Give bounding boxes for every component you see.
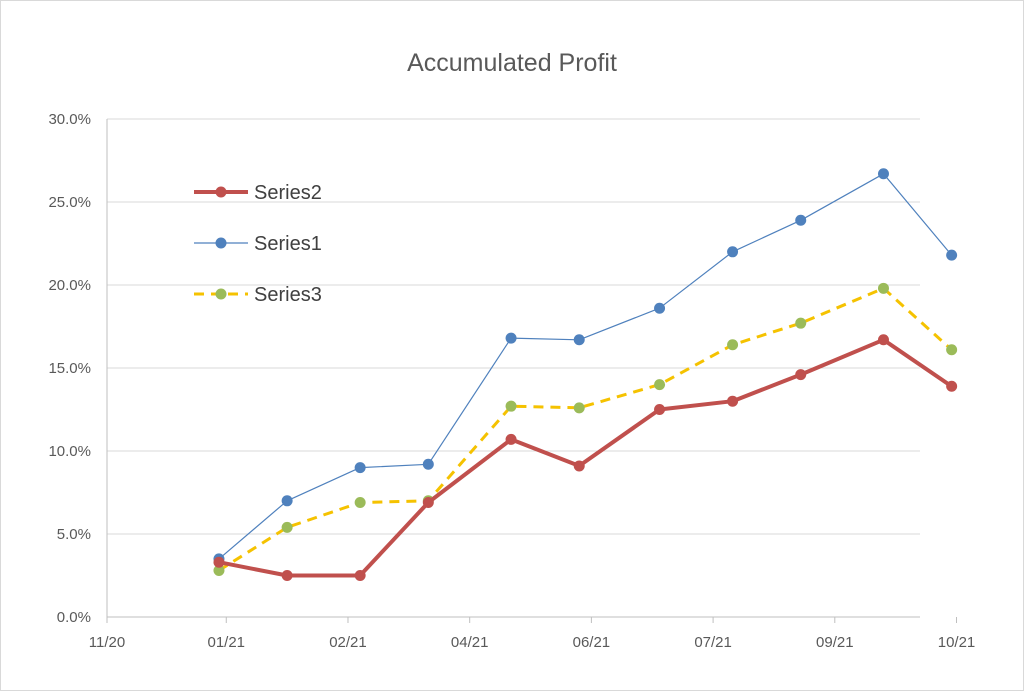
chart-title: Accumulated Profit	[407, 49, 617, 77]
data-point	[281, 495, 293, 507]
legend-item-series1: Series1	[194, 233, 322, 255]
legend-label: Series1	[254, 233, 322, 255]
data-point	[573, 460, 585, 472]
data-point	[281, 570, 293, 581]
y-tick-label: 30.0%	[48, 111, 91, 128]
series-series1	[213, 168, 958, 565]
legend-item-series3: Series3	[194, 284, 322, 306]
data-point	[354, 570, 366, 581]
data-point	[946, 380, 958, 392]
data-point	[422, 496, 434, 508]
data-point	[946, 344, 958, 356]
x-tick-label: 01/21	[207, 634, 245, 651]
data-point	[654, 302, 666, 314]
x-tick-label: 06/21	[573, 634, 611, 651]
data-point	[795, 214, 807, 226]
data-point	[877, 334, 889, 346]
y-tick-label: 20.0%	[48, 277, 91, 294]
x-tick-label: 02/21	[329, 634, 367, 651]
legend-item-series2: Series2	[194, 182, 322, 204]
data-point	[213, 556, 225, 568]
x-tick-label: 09/21	[816, 634, 854, 651]
y-tick-label: 10.0%	[48, 443, 91, 460]
x-tick-label: 11/20	[89, 634, 125, 651]
x-tick-label: 04/21	[451, 634, 489, 651]
legend-label: Series3	[254, 284, 322, 306]
data-point	[354, 462, 366, 474]
data-point	[422, 458, 434, 470]
data-point	[281, 521, 293, 533]
legend-marker	[215, 237, 227, 249]
series-series2	[213, 334, 958, 581]
data-point	[654, 404, 666, 415]
series-series3	[213, 282, 958, 577]
series-line	[217, 337, 954, 578]
legend: Series2 Series1 Series3	[194, 182, 322, 306]
data-point	[573, 402, 585, 414]
series-line	[218, 286, 953, 572]
data-point	[505, 400, 517, 412]
data-point	[727, 246, 739, 258]
data-point	[795, 369, 807, 381]
data-point	[213, 565, 225, 577]
series-group	[213, 168, 958, 581]
data-point	[877, 282, 889, 294]
data-point	[727, 339, 739, 351]
data-point	[946, 249, 958, 261]
y-tick-label: 15.0%	[48, 360, 91, 377]
data-point	[795, 317, 807, 329]
data-point	[727, 395, 739, 407]
y-tick-label: 25.0%	[48, 194, 91, 211]
legend-label: Series2	[254, 182, 322, 204]
x-tick-label: 07/21	[694, 634, 732, 651]
data-point	[354, 496, 366, 508]
legend-marker	[215, 288, 227, 300]
data-point	[505, 433, 517, 445]
x-tick-label: 10/21	[938, 634, 976, 651]
data-point	[573, 334, 585, 346]
legend-marker	[215, 186, 227, 198]
gridlines	[107, 118, 920, 535]
axes: 0.0% 5.0% 10.0% 15.0% 20.0% 25.0% 30.0% 11/20 01…	[48, 111, 975, 651]
data-point	[654, 379, 666, 391]
y-tick-label: 0.0%	[57, 609, 91, 626]
series-line	[218, 173, 953, 560]
y-tick-label: 5.0%	[57, 526, 91, 543]
data-point	[877, 168, 889, 180]
data-point	[505, 332, 517, 344]
